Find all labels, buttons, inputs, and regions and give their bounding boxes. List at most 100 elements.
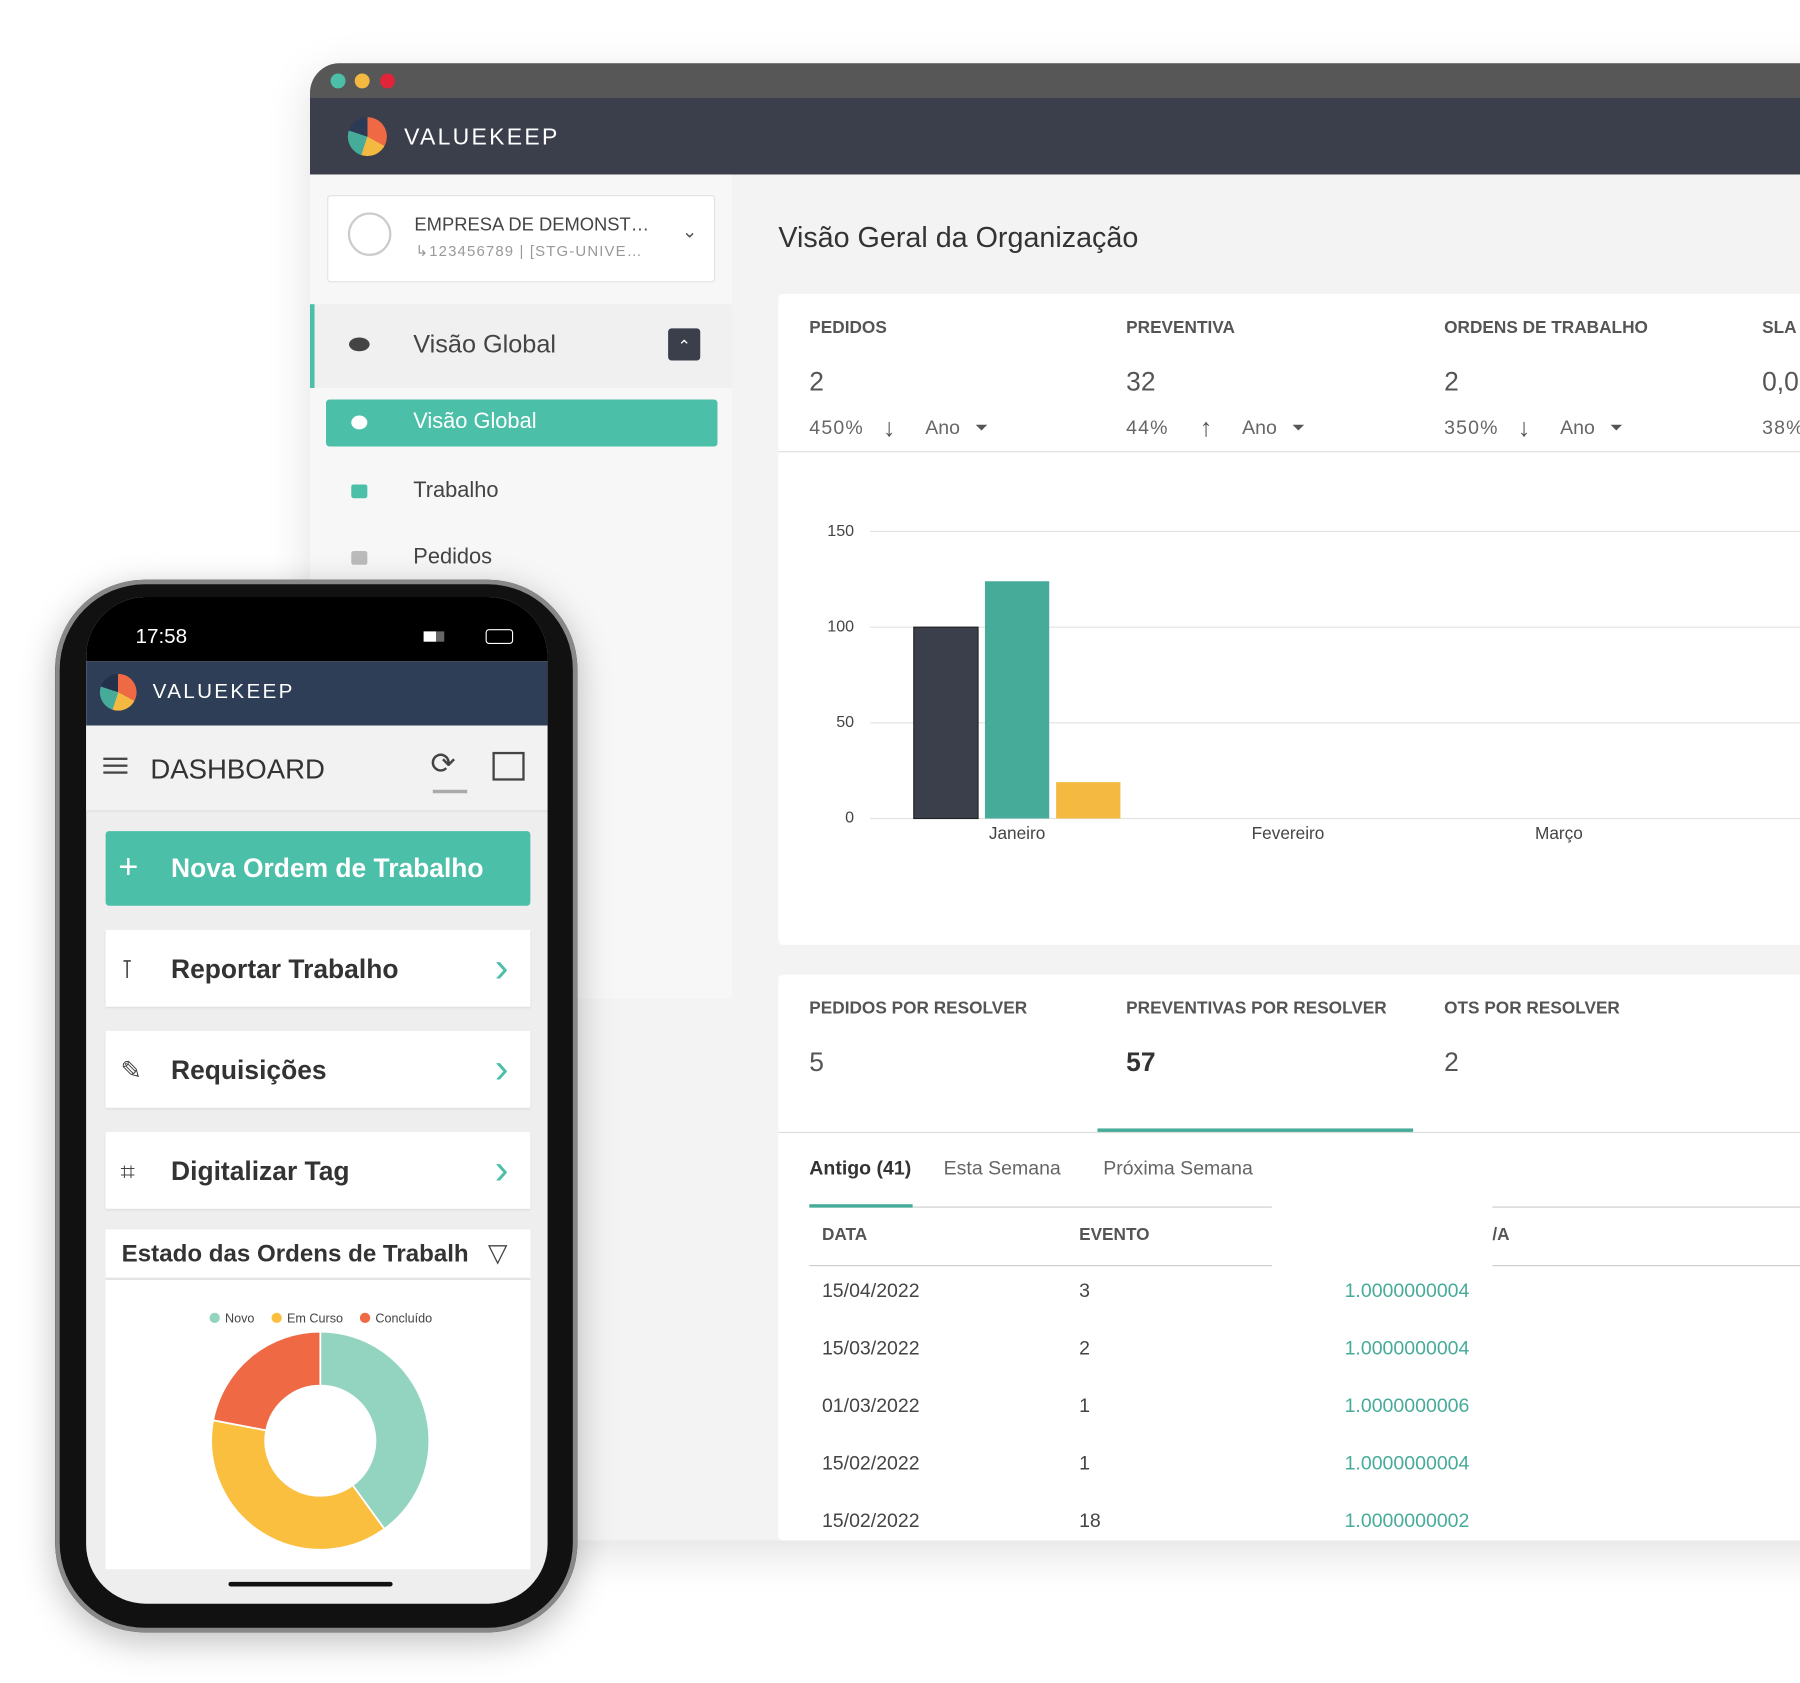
pending-value: 57 (1126, 1046, 1156, 1077)
kpi-change: 450% (809, 416, 864, 439)
phone-header-title: DASHBOARD (150, 754, 325, 786)
table-header: EVENTO (1079, 1224, 1150, 1245)
menu-item[interactable]: Visão Global (413, 409, 537, 434)
app-header (309, 97, 1800, 175)
dropdown-caret[interactable]: ⌄ (681, 222, 698, 243)
period-select[interactable]: Ano (1560, 416, 1595, 439)
table-cell: 1.0000000004 (1344, 1452, 1470, 1474)
tab[interactable]: Esta Semana (943, 1157, 1061, 1179)
table-cell: 3 (1079, 1279, 1090, 1302)
kpi-value: 2 (809, 366, 825, 397)
title-bar (309, 63, 1800, 98)
action-card[interactable] (105, 929, 531, 1007)
company-icon (347, 212, 392, 256)
kpi-change: 38% (1762, 416, 1800, 439)
pending-active-underline (1097, 1128, 1414, 1134)
phone-header (86, 661, 548, 726)
tab[interactable]: Antigo (41) (809, 1157, 912, 1179)
company-name: EMPRESA DE DEMONST… (414, 215, 650, 236)
logo (347, 117, 387, 157)
bar (984, 581, 1050, 819)
dot (354, 73, 370, 89)
y-tick-label: 100 (827, 617, 854, 635)
tab-divider (1492, 1206, 1800, 1208)
company-box[interactable] (327, 195, 716, 283)
kpi-card (778, 293, 1800, 945)
caret (975, 424, 988, 431)
action-card[interactable] (105, 1030, 531, 1108)
menu-active[interactable] (326, 399, 718, 447)
table-header-line (809, 1265, 1272, 1267)
chart-card-title-clip: Estado das Ordens de Trabalh (122, 1240, 480, 1272)
y-tick-label: 150 (827, 522, 854, 540)
chevron: › (494, 1044, 509, 1092)
logo (99, 673, 137, 711)
action-icon: ✎ (120, 1056, 142, 1085)
menu-icon (351, 415, 368, 430)
primary-button-label: Nova Ordem de Trabalho (171, 852, 484, 883)
pending-value: 5 (809, 1046, 825, 1077)
chart-card-title: Estado das Ordens de Trabalh (121, 1240, 469, 1268)
home-indicator (228, 1581, 393, 1587)
kpi-value: 0,0 (1762, 366, 1799, 397)
x-tick-label: Março (1535, 823, 1583, 843)
table-cell: 1 (1079, 1394, 1090, 1417)
menu-icon[interactable] (103, 757, 128, 774)
period-select[interactable]: Ano (925, 416, 960, 439)
bar (913, 626, 979, 820)
table-cell: 2 (1079, 1337, 1090, 1360)
signal (423, 631, 445, 642)
action-icon: ⌗ (120, 1157, 135, 1186)
menu-icon-mid (103, 764, 128, 767)
chevron: › (494, 1145, 509, 1193)
caret (1292, 424, 1305, 431)
table-header: DATA (821, 1224, 868, 1245)
table-cell: 1.0000000004 (1344, 1337, 1470, 1360)
collapse-button[interactable]: ⌃ (668, 328, 701, 361)
eye-icon (348, 337, 370, 352)
table-cell: 15/03/2022 (821, 1337, 920, 1360)
pending-divider (778, 1131, 1800, 1134)
chart-card-header-line (105, 1277, 531, 1280)
action-card[interactable] (105, 1131, 531, 1209)
pending-label: PEDIDOS POR RESOLVER (809, 998, 1028, 1019)
kpi-divider (778, 451, 1800, 453)
pending-label: PREVENTIVAS POR RESOLVER (1126, 998, 1387, 1019)
status-bar (86, 596, 548, 662)
action-label: Digitalizar Tag (171, 1155, 350, 1186)
tab[interactable]: Próxima Semana (1103, 1157, 1253, 1179)
brand: VALUEKEEP (404, 125, 560, 151)
menu-section-label: Visão Global (413, 329, 557, 359)
filter-icon[interactable]: ▽ (487, 1238, 508, 1268)
action-label: Requisições (171, 1054, 327, 1085)
phone-brand: VALUEKEEP (152, 679, 295, 703)
pending-label: OTS POR RESOLVER (1444, 998, 1620, 1019)
table-cell: 18 (1079, 1509, 1101, 1532)
table-cell: 1.0000000006 (1344, 1394, 1470, 1417)
phone-screen: 17:58 VALUEKEEP DASHBOARD ⟳ + Nova Ordem… (86, 596, 548, 1604)
primary-button[interactable] (105, 831, 531, 906)
menu-section[interactable] (309, 304, 733, 389)
table-cell: 01/03/2022 (821, 1394, 920, 1417)
menu-item[interactable]: Trabalho (413, 478, 499, 503)
dot (379, 73, 395, 89)
kpi-change: 350% (1444, 416, 1499, 439)
table-header: /A (1492, 1224, 1510, 1245)
menu-item[interactable]: Pedidos (413, 545, 493, 570)
period-select[interactable]: Ano (1242, 416, 1277, 439)
pending-card (778, 974, 1800, 1541)
refresh-icon[interactable]: ⟳ (430, 746, 456, 781)
action-icon: ⊺ (120, 955, 134, 984)
chart-card (105, 1229, 531, 1570)
caret (1610, 424, 1623, 431)
table-cell: 1.0000000004 (1344, 1279, 1470, 1302)
calendar-icon[interactable] (492, 751, 525, 781)
table-cell: 1.0000000002 (1344, 1509, 1470, 1532)
table-cell: 15/02/2022 (821, 1509, 920, 1532)
action-label: Reportar Trabalho (171, 953, 399, 984)
kpi-value: 32 (1126, 366, 1156, 397)
table-cell: 1 (1079, 1452, 1090, 1474)
